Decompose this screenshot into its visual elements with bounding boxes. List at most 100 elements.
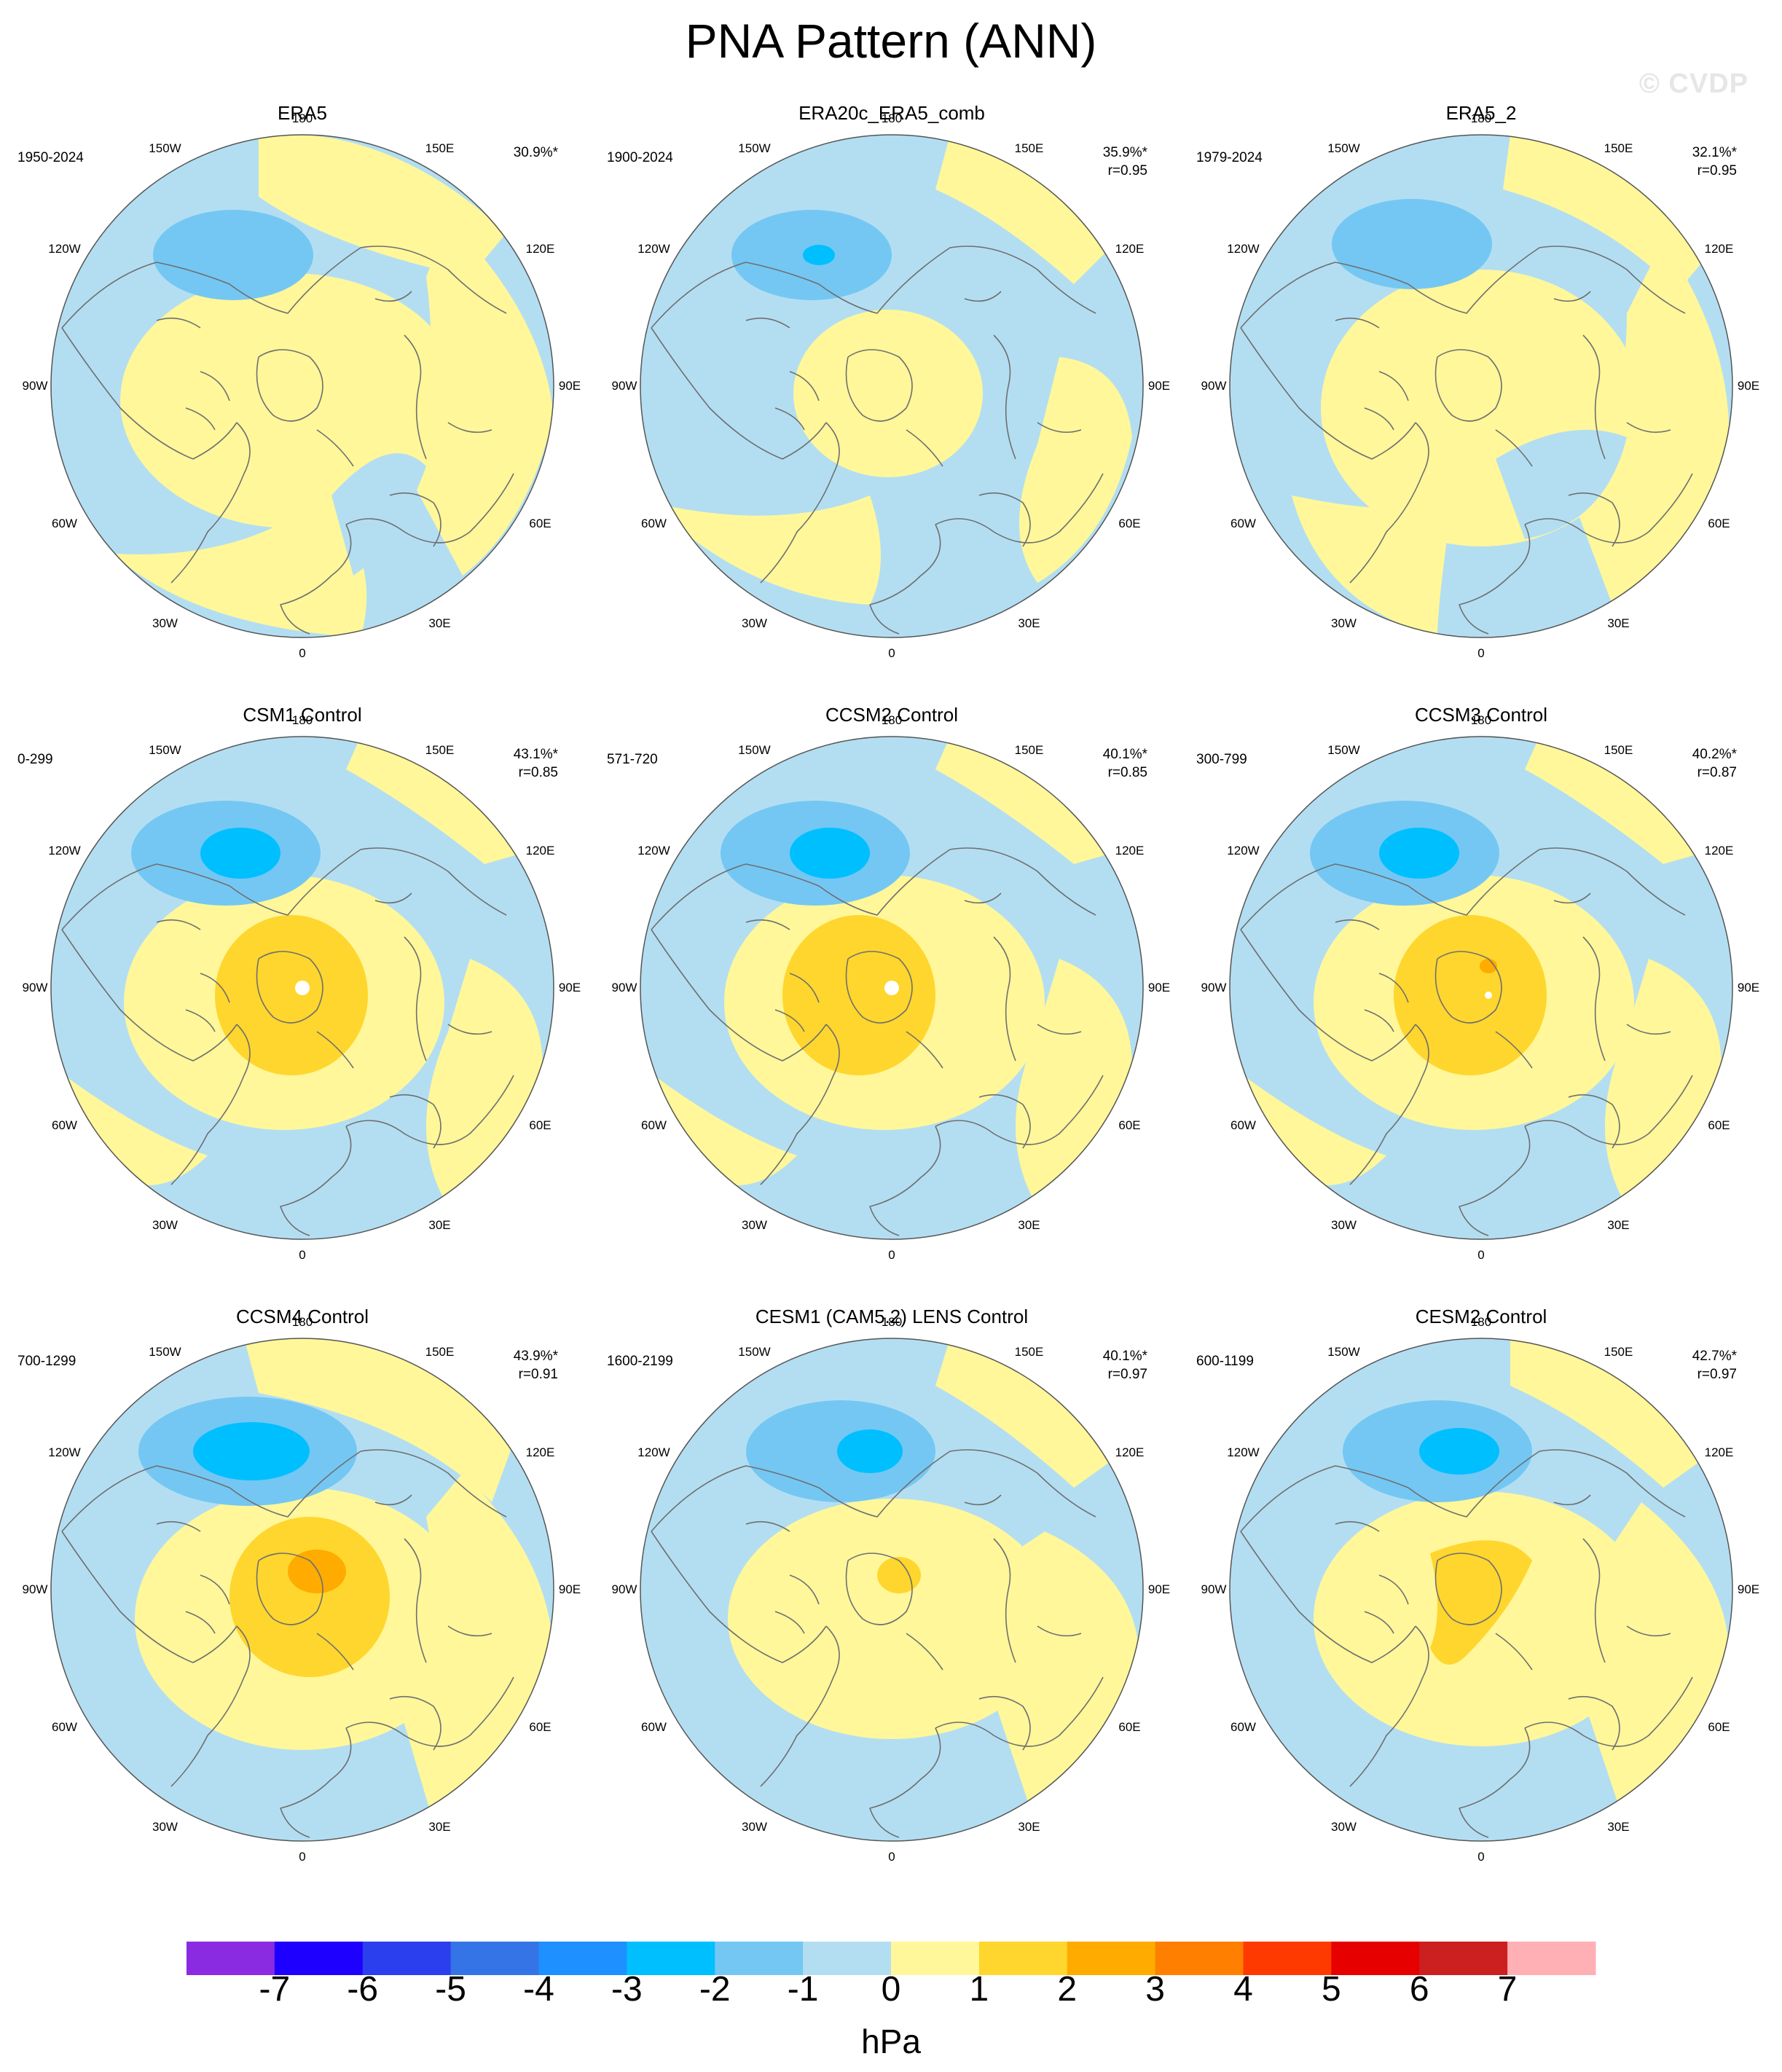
- longitude-label: 30W: [742, 616, 767, 631]
- longitude-label: 30E: [1607, 1820, 1630, 1834]
- panel-title: CESM2 Control: [1415, 1306, 1547, 1327]
- contour-region: [200, 828, 280, 879]
- contour-region: [1485, 992, 1492, 999]
- pattern-correlation: r=0.85: [518, 764, 558, 780]
- pattern-correlation: r=0.91: [518, 1366, 558, 1382]
- colorbar-tick-label: 5: [1322, 1970, 1341, 2009]
- longitude-label: 150E: [425, 742, 455, 757]
- contour-region: [877, 1557, 921, 1593]
- longitude-label: 0: [299, 1248, 306, 1262]
- coastline-4: [1524, 1676, 1693, 1747]
- coastline-0: [651, 847, 1096, 930]
- longitude-label: 60W: [1230, 516, 1256, 530]
- coastline-7: [774, 973, 943, 1069]
- coastline-0: [651, 246, 1096, 329]
- longitude-label: 0: [1477, 1850, 1485, 1864]
- longitude-label: 60E: [1708, 1719, 1730, 1734]
- longitude-label: 150W: [738, 742, 771, 757]
- colorbar-tick-label: -4: [523, 1970, 554, 2009]
- map-boundary: [640, 134, 1144, 638]
- longitude-label: 120E: [525, 241, 555, 256]
- colorbar-tick-label: -6: [347, 1970, 379, 2009]
- longitude-label: 60W: [641, 1118, 667, 1132]
- contour-region: [153, 210, 313, 300]
- longitude-label: 60E: [529, 1118, 552, 1132]
- longitude-label: 30E: [428, 1218, 451, 1233]
- panel-stats: 40.1%* r=0.85: [1103, 746, 1147, 782]
- coastline-3: [1459, 1727, 1531, 1838]
- coastline-9: [978, 1695, 1031, 1751]
- contour-region: [1605, 959, 1722, 1206]
- contour-region: [644, 1068, 797, 1185]
- map-panel: ERA5_2 1979-2024 32.1%* r=0.95 180 150E 120E 90…: [1186, 102, 1776, 685]
- coastline-8: [1335, 291, 1671, 433]
- contour-region: [651, 495, 881, 605]
- longitude-label: 90E: [1147, 981, 1171, 994]
- pattern-correlation: r=0.95: [1107, 162, 1147, 178]
- polar-map: [50, 134, 554, 638]
- panel-stats: 42.7%* r=0.97: [1692, 1348, 1737, 1384]
- polar-map: [640, 1338, 1144, 1842]
- longitude-label: 150E: [425, 1344, 455, 1359]
- colorbar-swatch: [1331, 1942, 1420, 1975]
- coastline-8: [1335, 1494, 1671, 1637]
- pattern-correlation: r=0.87: [1697, 764, 1737, 780]
- contour-region: [803, 245, 835, 265]
- longitude-label: 30W: [1331, 616, 1357, 631]
- colorbar-swatch: [1155, 1942, 1244, 1975]
- coastline-7: [1364, 973, 1533, 1069]
- longitude-label: 180: [291, 1315, 313, 1329]
- polar-map: [50, 1338, 554, 1842]
- longitude-label: 90E: [1147, 379, 1171, 393]
- coastline-2: [170, 1625, 251, 1787]
- polar-map: [1229, 134, 1733, 638]
- contour-region: [1510, 1338, 1714, 1488]
- coastline-3: [280, 524, 352, 635]
- longitude-label: 30E: [428, 1820, 451, 1834]
- longitude-label: 30W: [742, 1820, 767, 1834]
- contour-region: [55, 1068, 208, 1185]
- colorbar-tick-label: 6: [1409, 1970, 1429, 2009]
- longitude-label: 90W: [1201, 981, 1227, 994]
- coastline-0: [61, 1449, 507, 1532]
- contour-region: [728, 1499, 1056, 1739]
- contour-region: [1379, 828, 1459, 879]
- coastline-3: [280, 1126, 352, 1236]
- panel-title: CSM1 Control: [243, 704, 362, 726]
- colorbar-tick-label: -2: [699, 1970, 731, 2009]
- contour-region: [412, 219, 554, 576]
- colorbar-tick-label: 7: [1497, 1970, 1518, 2009]
- coastline-6: [1434, 951, 1502, 1024]
- contour-region: [994, 1531, 1139, 1808]
- contour-region: [295, 981, 310, 995]
- coastline-0: [1240, 1449, 1686, 1532]
- longitude-label: 120E: [1704, 1445, 1734, 1459]
- units-label: hPa: [861, 2022, 921, 2060]
- variance-percent: 43.9%*: [513, 1349, 558, 1364]
- panel-title: CESM1 (CAM5.2) LENS Control: [755, 1306, 1029, 1327]
- longitude-label: 0: [888, 646, 895, 660]
- longitude-label: 0: [888, 1248, 895, 1262]
- variance-percent: 40.1%*: [1102, 747, 1147, 762]
- map-boundary: [1229, 1338, 1733, 1842]
- panel-stats: 43.9%* r=0.91: [514, 1348, 558, 1384]
- pattern-correlation: r=0.97: [1697, 1366, 1737, 1382]
- longitude-label: 60E: [1118, 1118, 1141, 1132]
- contour-region: [229, 1517, 390, 1677]
- map-boundary: [50, 1338, 554, 1842]
- coastline-4: [935, 1676, 1104, 1747]
- longitude-label: 90E: [558, 981, 581, 994]
- longitude-label: 150E: [1014, 141, 1044, 155]
- coastline-7: [185, 1574, 354, 1671]
- longitude-label: 150E: [425, 141, 455, 155]
- coastline-5: [404, 1538, 427, 1663]
- colorbar-swatch: [1419, 1942, 1508, 1975]
- longitude-label: 120W: [1227, 241, 1260, 256]
- coastline-0: [61, 246, 507, 329]
- contour-region: [1332, 199, 1492, 289]
- longitude-label: 30E: [1018, 1820, 1040, 1834]
- coastline-1: [61, 929, 238, 1061]
- longitude-label: 30W: [1331, 1820, 1357, 1834]
- coastline-8: [745, 1494, 1082, 1637]
- coastline-4: [345, 1676, 514, 1747]
